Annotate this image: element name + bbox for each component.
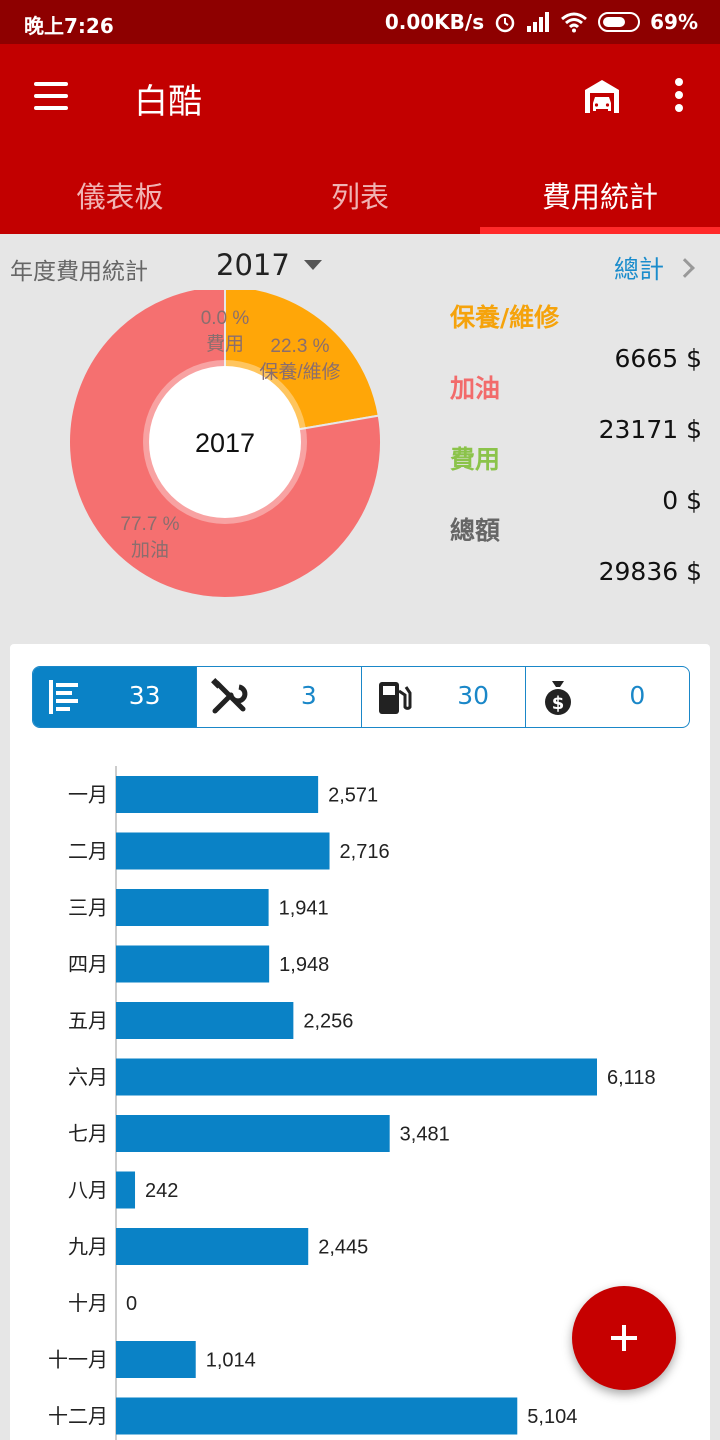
signal-icon	[527, 12, 550, 32]
legend-name: 保養/維修	[450, 303, 560, 332]
bar-category-label: 七月	[68, 1123, 108, 1146]
slice-label-pct-expense: 0.0 %	[201, 308, 250, 329]
slice-label-name-fuel: 加油	[131, 539, 169, 561]
tab-dashboard[interactable]: 儀表板	[76, 180, 164, 214]
filter-all[interactable]: 33	[33, 667, 197, 727]
legend-name: 總額	[450, 516, 501, 545]
legend-item-total: 總額 29836 $	[450, 511, 702, 586]
battery-percent: 69%	[650, 10, 698, 34]
year-value: 2017	[216, 248, 290, 282]
legend-amount: 29836 $	[598, 557, 702, 586]
slice-label-pct-fuel: 77.7 %	[120, 514, 179, 535]
status-right: 0.00KB/s 69%	[385, 10, 698, 34]
month-bar[interactable]	[116, 1171, 136, 1209]
bar-category-label: 三月	[68, 898, 108, 920]
bar-category-label: 六月	[68, 1066, 108, 1089]
status-time: 晚上7:26	[24, 14, 114, 38]
year-dropdown[interactable]: 2017	[216, 248, 322, 282]
bar-category-label: 八月	[68, 1180, 108, 1202]
filter-expense[interactable]: $ 0	[524, 667, 689, 727]
slice-label-name-maintenance: 保養/維修	[259, 361, 340, 383]
wifi-icon	[561, 12, 588, 33]
month-bar[interactable]	[116, 1341, 196, 1378]
bar-category-label: 四月	[68, 954, 108, 976]
bar-value-label: 2,716	[340, 841, 390, 863]
slice-label-pct-maintenance: 22.3 %	[270, 336, 329, 357]
month-bar[interactable]	[116, 1228, 309, 1265]
total-link[interactable]: 總計	[614, 250, 695, 286]
add-record-button[interactable]	[572, 1286, 676, 1390]
bar-value-label: 1,941	[279, 898, 329, 920]
garage-icon[interactable]	[582, 76, 622, 116]
tab-expense-stats[interactable]: 費用統計	[541, 180, 658, 214]
bar-category-label: 九月	[68, 1236, 108, 1259]
bar-category-label: 五月	[68, 1011, 108, 1033]
month-bar[interactable]	[116, 889, 269, 926]
bar-value-label: 2,445	[318, 1237, 368, 1259]
bar-value-label: 1,948	[279, 954, 329, 976]
network-speed: 0.00KB/s	[384, 10, 485, 34]
legend-name: 加油	[450, 374, 501, 403]
legend-amount: 0 $	[662, 486, 702, 515]
expense-donut-chart: 2017 0.0 % 費用 22.3 % 保養/維修 77.7 % 加油	[68, 290, 382, 599]
bar-value-label: 6,118	[607, 1067, 656, 1089]
legend-amount: 6665 $	[614, 344, 702, 373]
bar-value-label: 0	[126, 1293, 137, 1315]
bar-value-label: 5,104	[527, 1406, 577, 1428]
battery-icon	[598, 12, 641, 32]
legend-amount: 23171 $	[598, 415, 702, 444]
tab-list[interactable]: 列表	[330, 180, 389, 214]
filter-count: 3	[300, 681, 317, 710]
filter-count: 30	[457, 681, 490, 710]
status-bar: 晚上7:26 0.00KB/s 69%	[0, 0, 720, 44]
bar-category-label: 二月	[68, 841, 108, 863]
total-link-label: 總計	[614, 255, 665, 284]
month-bar[interactable]	[116, 776, 319, 813]
bar-value-label: 2,256	[303, 1011, 353, 1033]
filter-count: 0	[629, 681, 646, 710]
bar-category-label: 十二月	[48, 1405, 108, 1428]
bar-value-label: 242	[145, 1180, 178, 1202]
bar-value-label: 3,481	[400, 1124, 450, 1146]
month-bar[interactable]	[116, 945, 270, 983]
legend-item-fuel: 加油 23171 $	[450, 369, 702, 444]
tab-indicator	[480, 227, 720, 234]
more-options-icon[interactable]	[668, 78, 690, 118]
filter-fuel[interactable]: 30	[360, 667, 525, 727]
chevron-right-icon	[675, 258, 695, 278]
month-bar[interactable]	[116, 832, 330, 870]
monthly-expense-bar-chart: 一月 2,571 二月 2,716 三月 1,941 四月 1,948 五月 2,256 六月 6,1…	[48, 766, 656, 1440]
legend-name: 費用	[450, 445, 501, 474]
donut-center-label: 2017	[195, 428, 255, 458]
month-bar[interactable]	[116, 1058, 597, 1096]
filter-maintenance[interactable]: 3	[196, 667, 360, 727]
month-bar[interactable]	[116, 1002, 294, 1039]
bar-category-label: 十月	[68, 1292, 108, 1315]
svg-text:$: $	[551, 693, 564, 714]
filter-count: 33	[128, 681, 161, 710]
app-title: 白酷	[134, 82, 202, 122]
month-bar[interactable]	[116, 1115, 390, 1152]
menu-icon[interactable]	[34, 82, 68, 110]
year-stats-label: 年度費用統計	[10, 259, 148, 285]
app-bar: 白酷 儀表板 列表 費用統計	[0, 44, 720, 234]
bar-value-label: 2,571	[328, 785, 378, 807]
slice-label-name-expense: 費用	[206, 333, 244, 355]
list-icon	[49, 680, 78, 714]
bar-category-label: 一月	[68, 785, 108, 807]
legend-item-expense: 費用 0 $	[450, 440, 702, 515]
alarm-icon	[495, 13, 515, 33]
category-filter-bar: 33 3 30 $ 0	[32, 666, 690, 728]
bar-value-label: 1,014	[206, 1350, 256, 1372]
legend-item-maintenance: 保養/維修 6665 $	[450, 298, 702, 373]
month-bar[interactable]	[116, 1397, 518, 1435]
money-bag-icon: $	[544, 681, 571, 715]
dropdown-caret-icon	[303, 260, 322, 270]
bar-category-label: 十一月	[48, 1349, 108, 1372]
fuel-pump-icon	[378, 682, 411, 714]
tools-icon	[211, 678, 248, 714]
